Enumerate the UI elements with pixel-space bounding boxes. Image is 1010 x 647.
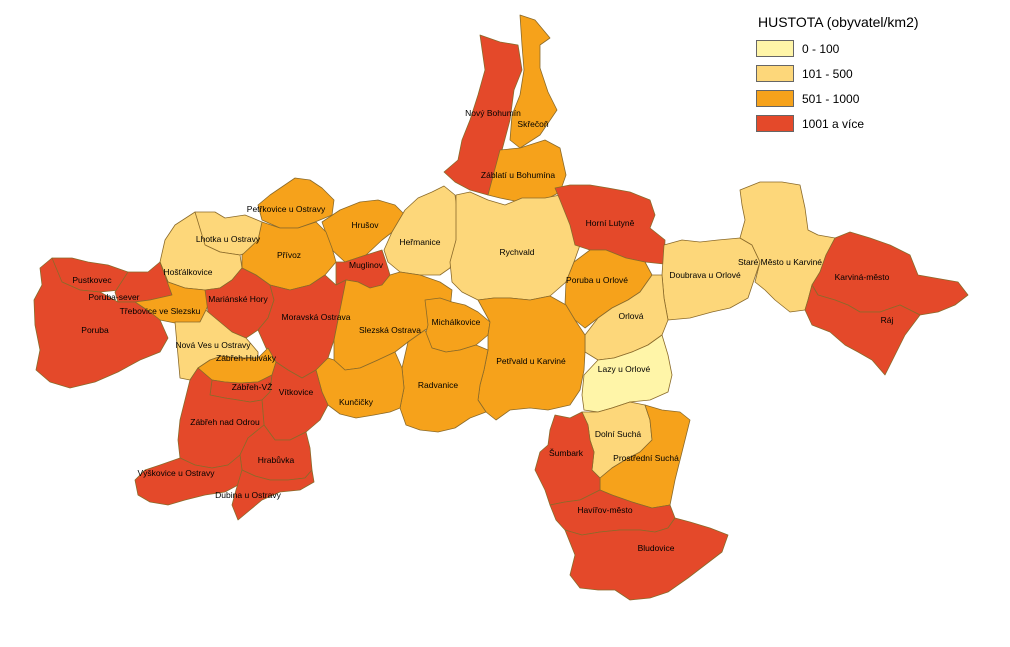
district-label: Poruba [81, 325, 109, 335]
district-region [564, 517, 729, 601]
district-label: Heřmanice [399, 237, 440, 247]
district-label: Kunčičky [339, 397, 374, 407]
legend-label: 501 - 1000 [802, 91, 860, 106]
district-label: Karviná-město [835, 272, 890, 282]
district-label: Přívoz [277, 250, 301, 260]
legend-label: 1001 a více [802, 116, 865, 131]
district-label: Orlová [618, 311, 643, 321]
district-label: Lazy u Orlové [598, 364, 651, 374]
legend: HUSTOTA (obyvatel/km2) 0 - 100 101 - 500… [756, 14, 996, 136]
district-region [399, 329, 489, 433]
district-region [33, 257, 169, 389]
district-label: Muglinov [349, 260, 384, 270]
district-label: Poruba-sever [88, 292, 139, 302]
district-region [443, 34, 523, 196]
district-region [134, 454, 243, 506]
legend-item: 0 - 100 [756, 36, 996, 61]
district-label: Nová Ves u Ostravy [175, 340, 251, 350]
district-label: Pustkovec [72, 275, 112, 285]
district-label: Prostřední Suchá [613, 453, 679, 463]
district-label: Lhotka u Ostravy [196, 234, 261, 244]
legend-title: HUSTOTA (obyvatel/km2) [758, 14, 919, 30]
district-label: Poruba u Orlové [566, 275, 628, 285]
legend-label: 101 - 500 [802, 66, 853, 81]
district-label: Bludovice [638, 543, 675, 553]
district-label: Hrušov [352, 220, 380, 230]
district-label: Hošťálkovice [163, 267, 212, 277]
legend-item: 1001 a více [756, 111, 996, 136]
district-label: Skřečoň [517, 119, 548, 129]
district-label: Horní Lutyně [586, 218, 635, 228]
district-label: Moravská Ostrava [282, 312, 351, 322]
district-label: Šumbark [549, 448, 584, 458]
district-label: Dubina u Ostravy [215, 490, 281, 500]
district-label: Nový Bohumín [465, 108, 521, 118]
legend-swatch [756, 65, 794, 82]
district-label: Michálkovice [432, 317, 481, 327]
district-label: Výškovice u Ostravy [138, 468, 216, 478]
district-region [257, 177, 335, 229]
district-label: Radvanice [418, 380, 458, 390]
district-label: Zábřeh-Hulváky [216, 353, 277, 363]
district-region [581, 334, 673, 413]
district-label: Dolní Suchá [595, 429, 642, 439]
legend-swatch [756, 40, 794, 57]
district-label: Zábřeh-VŽ [232, 382, 273, 392]
district-region [257, 274, 359, 379]
district-region [383, 185, 459, 276]
district-label: Havířov-město [577, 505, 633, 515]
legend-item: 501 - 1000 [756, 86, 996, 111]
district-label: Rychvald [500, 247, 535, 257]
district-label: Petřvald u Karviné [496, 356, 566, 366]
district-label: Zábřeh nad Odrou [190, 417, 260, 427]
district-label: Petřkovice u Ostravy [247, 204, 326, 214]
legend-label: 0 - 100 [802, 41, 840, 56]
district-label: Hrabůvka [258, 455, 295, 465]
district-region [509, 14, 558, 149]
legend-swatch [756, 90, 794, 107]
legend-item: 101 - 500 [756, 61, 996, 86]
district-region [804, 284, 921, 376]
district-label: Záblatí u Bohumína [481, 170, 555, 180]
district-label: Mariánské Hory [208, 294, 268, 304]
district-label: Třebovice ve Slezsku [120, 306, 201, 316]
district-region [315, 351, 405, 419]
district-label: Vítkovice [279, 387, 314, 397]
district-region [231, 469, 315, 521]
district-label: Staré Město u Karviné [738, 257, 822, 267]
district-region [449, 191, 581, 301]
district-label: Slezská Ostrava [359, 325, 421, 335]
district-label: Doubrava u Orlové [669, 270, 741, 280]
legend-swatch [756, 115, 794, 132]
district-label: Ráj [881, 315, 894, 325]
